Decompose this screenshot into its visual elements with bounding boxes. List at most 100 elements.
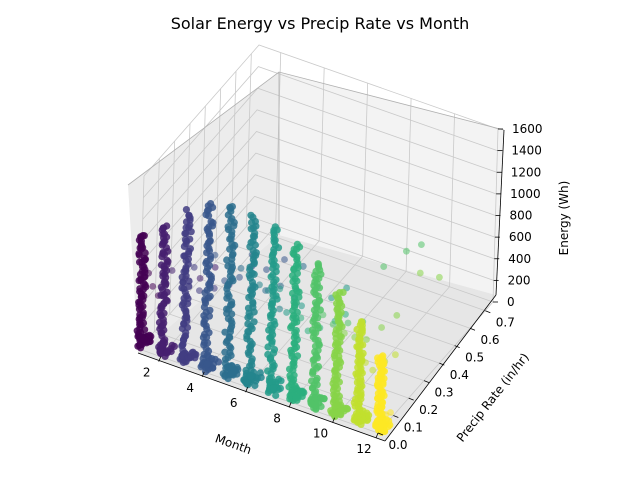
z-tick-label: 400	[508, 252, 531, 266]
z-tick-label: 800	[510, 209, 533, 223]
point	[299, 262, 307, 270]
x-tick-label: 12	[356, 442, 371, 456]
point	[203, 360, 211, 368]
series-month-5	[219, 203, 307, 383]
grid-z-1	[139, 195, 494, 328]
y-tick-label: 0.7	[496, 316, 515, 330]
point	[357, 318, 366, 326]
grid-z-4	[141, 131, 496, 263]
point	[343, 404, 351, 413]
point	[251, 381, 259, 390]
y-tick-label: 0.5	[465, 351, 484, 365]
point	[354, 412, 362, 420]
point	[436, 273, 443, 281]
x-tick-label: 8	[273, 411, 281, 425]
point	[277, 377, 285, 385]
z-tick-label: 1200	[511, 165, 542, 179]
series-month-11	[350, 318, 399, 428]
point	[264, 367, 272, 375]
point	[331, 402, 339, 410]
series-month-4	[197, 200, 288, 376]
point	[182, 206, 190, 214]
series-month-2	[155, 222, 219, 360]
z-tick-label: 200	[508, 273, 531, 287]
y-axis-line	[384, 294, 497, 442]
point	[211, 264, 219, 271]
x-axis-line	[137, 352, 386, 442]
point	[186, 235, 194, 243]
x-tick-label: 2	[143, 366, 151, 380]
y-tick-mark	[423, 380, 430, 383]
point	[185, 277, 193, 285]
point	[247, 211, 255, 219]
point	[257, 373, 265, 382]
point	[283, 309, 290, 316]
point	[204, 353, 213, 361]
point	[140, 232, 148, 240]
series-month-6	[240, 211, 321, 390]
point	[221, 328, 229, 336]
point	[163, 256, 171, 264]
series-month-1	[133, 232, 162, 352]
point	[272, 391, 280, 400]
x-tick-label: 4	[186, 381, 194, 395]
z-tick-label: 1000	[510, 187, 541, 201]
z-axis-line	[495, 129, 505, 296]
point	[357, 417, 365, 425]
y-tick-label: 0.2	[419, 403, 438, 417]
point	[263, 266, 270, 273]
y-tick-mark	[485, 310, 491, 314]
point	[297, 314, 305, 322]
x-axis-label: Month	[213, 431, 253, 457]
point	[269, 384, 278, 392]
point	[298, 302, 305, 310]
point	[185, 282, 193, 290]
x-tick-label: 10	[313, 427, 328, 441]
x-tick-mark	[375, 432, 379, 439]
series-month-10	[327, 269, 443, 421]
z-tick-label: 600	[509, 230, 532, 244]
point	[276, 285, 284, 293]
point	[276, 305, 283, 313]
point	[211, 251, 219, 259]
back-pane	[279, 72, 504, 295]
point	[387, 409, 394, 416]
y-tick-mark	[393, 415, 399, 418]
point	[341, 329, 348, 337]
point	[138, 333, 146, 341]
point	[317, 394, 325, 402]
z-tick-label: 0	[507, 295, 515, 309]
point	[314, 260, 322, 268]
z-tick-label: 1400	[511, 144, 542, 158]
grid-z-7	[143, 66, 498, 198]
point	[378, 324, 385, 331]
grid-z-3	[140, 152, 496, 285]
point	[281, 256, 288, 263]
x-tick-label: 6	[230, 396, 238, 410]
point	[369, 366, 377, 374]
point	[250, 318, 258, 326]
point	[382, 416, 390, 424]
y-tick-label: 0.0	[388, 438, 407, 452]
point	[237, 264, 245, 272]
point	[207, 200, 215, 208]
point	[157, 261, 166, 269]
point	[297, 387, 305, 395]
series-month-7	[264, 223, 350, 400]
point	[339, 288, 347, 296]
y-tick-mark	[377, 432, 384, 436]
point	[393, 312, 401, 319]
grid-z-5	[141, 109, 497, 242]
point	[190, 263, 198, 271]
point	[329, 320, 337, 328]
chart-title: Solar Energy vs Precip Rate vs Month	[171, 14, 470, 33]
y-tick-mark	[454, 345, 460, 349]
point	[244, 320, 252, 328]
grid-z-2	[139, 174, 495, 307]
point	[264, 350, 272, 359]
point	[191, 354, 199, 362]
point	[186, 245, 194, 253]
point	[247, 372, 255, 380]
x-tick-mark	[332, 417, 335, 423]
